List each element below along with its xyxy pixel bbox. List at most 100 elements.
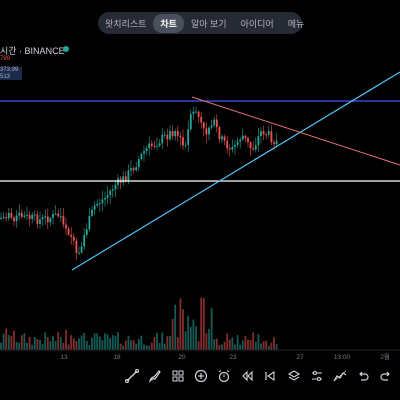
candle-body [247,137,249,143]
alarm-icon[interactable] [216,368,232,384]
candle-body [166,134,169,140]
volume-bar [104,333,106,350]
volume-bar [260,343,262,350]
volume-bar [57,332,60,350]
candle-body [171,131,174,137]
volume-bar [169,336,171,350]
volume-bar [2,333,5,350]
volume-bar [88,345,91,350]
volume-bar [75,341,78,350]
volume-bar [208,328,210,350]
tab-menu[interactable]: 메뉴 [287,18,305,29]
x-axis-labels: 13 18 20 23 27 13:00 2월 [60,352,389,361]
candle-body [52,213,54,218]
grid-icon[interactable] [170,368,186,384]
candle-body [262,131,265,135]
chart-pattern-icon[interactable] [332,368,348,384]
candle-body [244,135,247,138]
candle-body [189,114,192,130]
replay-icon[interactable] [239,368,255,384]
undo-icon[interactable] [355,368,371,384]
candle-body [98,203,101,205]
volume-bar [275,344,278,350]
candle-body [184,144,187,146]
candle-body [62,216,65,225]
candle-body [161,134,164,144]
candle-body [122,176,125,183]
candle-body [239,139,242,142]
volume-bar [174,304,177,350]
candle-body [130,168,132,171]
volume-bar [44,332,47,350]
volume-bar [124,340,127,350]
volume-bar [127,335,130,350]
volume-bar [239,344,242,350]
candle-body [148,143,151,148]
candle-body [205,128,208,135]
candle-body [75,240,78,253]
redo-icon[interactable] [378,368,394,384]
candle-body [260,131,262,137]
volume-bar [148,345,151,350]
candle-body [270,131,273,143]
symbol-label[interactable]: 시간 · BINANCE [0,46,65,56]
volume-bar [171,319,174,350]
price-info-box: 373.99 513 [0,67,22,80]
plus-circle-icon[interactable] [193,368,209,384]
volume-bar [249,339,252,350]
tab-watchlist[interactable]: 왓치리스트 [105,18,147,29]
candle-body [192,111,195,115]
candle-body [83,234,86,247]
volume-bar [215,338,218,350]
volume-bar [247,339,249,350]
volume-bar [226,333,229,350]
volume-bar [254,341,257,350]
candle-body [88,215,91,230]
x-axis-label: 23 [229,354,237,361]
sliders-icon[interactable] [309,368,325,384]
skip-back-icon[interactable] [262,368,278,384]
volume-bar [46,337,49,350]
volume-bar [10,335,13,350]
volume-bar [67,344,70,350]
volume-bar [98,336,101,350]
candle-body [96,203,99,206]
volume-bar [179,298,182,350]
trend-line-icon[interactable] [124,368,140,384]
tab-explore[interactable]: 알아 보기 [190,18,227,29]
candle-body [91,209,93,216]
volume-bar [96,333,99,350]
volume-bar [23,333,26,350]
volume-bar [205,333,208,350]
candle-body [127,170,130,182]
candle-body [20,212,23,217]
volume-bar [26,342,28,350]
volume-bar [28,336,31,350]
tab-chart[interactable]: 차트 [153,13,184,33]
volume-bar [145,345,148,350]
x-axis-label: 2월 [380,352,390,361]
candle-body [93,205,96,210]
volume-bar [59,337,62,350]
volume-bar [176,337,179,350]
tab-ideas[interactable]: 아이디어 [240,18,274,29]
candle-body [59,216,62,218]
candle-body [54,213,57,215]
brush-icon[interactable] [147,368,163,384]
candle-body [252,148,255,150]
candle-body [213,119,216,126]
candle-body [223,136,226,141]
volume-bar [0,342,2,350]
candle-body [267,131,270,135]
candle-body [65,224,67,229]
candle-body [85,229,88,235]
volume-bar [7,335,10,350]
candle-body [202,122,205,129]
candle-body [78,252,80,254]
layers-icon[interactable] [286,368,302,384]
volume-bar [189,326,192,350]
volume-bar [184,331,187,350]
candle-body [174,131,177,137]
candle-body [145,147,148,152]
